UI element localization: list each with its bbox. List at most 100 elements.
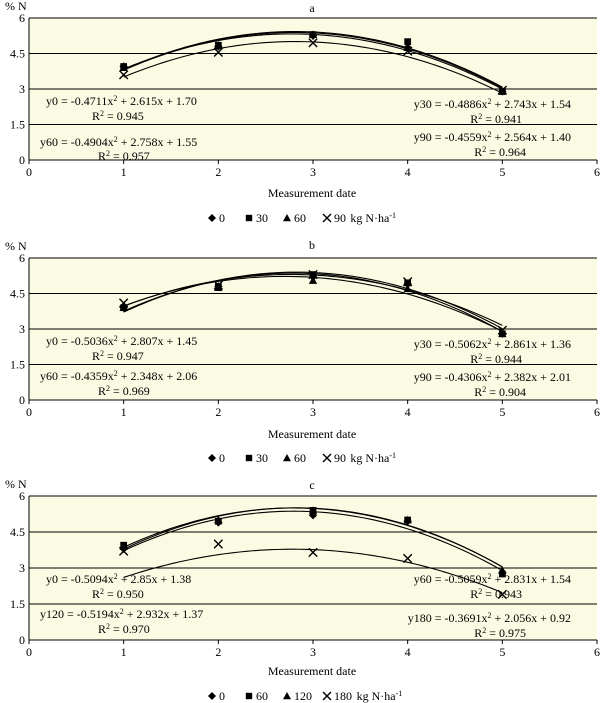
r-squared-exponent: 2 (482, 385, 486, 394)
x-tick-label: 2 (215, 405, 221, 419)
equation-label-0: y0 = -0.4711x2 + 2.615x + 1.70 (46, 94, 197, 109)
x-tick-label: 5 (499, 645, 505, 659)
x-axis-label: Measurement date (268, 664, 356, 678)
chart-title: a (309, 1, 315, 15)
data-point-30 (404, 279, 412, 287)
data-point-90-stroke-b (308, 269, 318, 280)
r-squared-exponent: 2 (106, 622, 110, 631)
equation-tail: + 2.758x + 1.55 (118, 135, 198, 149)
y-tick-label: 6 (19, 489, 25, 503)
equation-label-90: y90 = -0.4306x2 + 2.382x + 2.01 (414, 370, 571, 385)
equation-label-30: y30 = -0.4886x2 + 2.743x + 1.54 (414, 97, 571, 112)
legend-marker-60 (283, 214, 291, 222)
y-axis-label: % N (5, 0, 27, 13)
y-tick-label: 3 (19, 561, 25, 575)
legend-marker-60 (245, 692, 253, 700)
data-point-120 (119, 542, 128, 550)
data-point-60 (498, 570, 506, 578)
data-point-0 (308, 511, 318, 520)
legend-label-0: 0 (219, 451, 225, 465)
r-squared-exponent: 2 (106, 149, 110, 158)
y-axis-label: % N (5, 477, 27, 491)
legend-unit-exponent: -1 (389, 211, 396, 220)
r-squared-exponent: 2 (106, 384, 110, 393)
y-tick-label: 4.5 (10, 525, 25, 539)
x-tick-label: 4 (405, 645, 411, 659)
r-squared-label-60: R2 = 0.943 (470, 587, 522, 602)
data-point-180-stroke-b (497, 589, 508, 600)
x-tick-label: 5 (499, 405, 505, 419)
r-squared-value: = 0.964 (486, 145, 526, 159)
y-axis-label: % N (5, 239, 27, 253)
x-tick-label: 0 (26, 645, 32, 659)
equation-exponent: 2 (114, 572, 118, 581)
r-squared-value: = 0.957 (110, 149, 150, 163)
data-point-90-stroke-b (308, 38, 318, 48)
data-point-60 (214, 283, 223, 291)
x-tick-label: 3 (310, 165, 316, 179)
r-squared-label-90: R2 = 0.964 (474, 145, 526, 160)
equation-label-30: y30 = -0.5062x2 + 2.861x + 1.36 (414, 337, 571, 352)
r-squared-value: = 0.943 (482, 587, 522, 601)
data-point-120 (308, 506, 318, 514)
x-tick-label: 3 (310, 405, 316, 419)
equation-label-60: y60 = -0.4359x2 + 2.348x + 2.06 (40, 369, 197, 384)
equation-lead: y0 = -0.4711x (46, 94, 113, 108)
legend-label-120: 120 (294, 689, 312, 703)
equation-tail: + 2.861x + 1.36 (491, 337, 571, 351)
data-point-180 (308, 547, 318, 558)
equation-exponent: 2 (487, 337, 491, 346)
equation-lead: y120 = -0.5194x (40, 607, 120, 621)
equation-tail: + 2.564x + 1.40 (491, 130, 571, 144)
legend-label-90: 90 (334, 451, 346, 465)
data-point-180 (497, 589, 508, 600)
equation-lead: y0 = -0.5036x (46, 334, 114, 348)
legend-label-60: 60 (294, 211, 306, 225)
equation-tail: + 2.831x + 1.54 (491, 572, 571, 586)
equation-tail: + 2.056x + 0.92 (491, 611, 571, 625)
x-tick-label: 3 (310, 645, 316, 659)
x-tick-label: 0 (26, 165, 32, 179)
equation-label-60: y60 = -0.5059x2 + 2.831x + 1.54 (414, 572, 571, 587)
r-squared-exponent: 2 (478, 352, 482, 361)
legend-label-60: 60 (256, 689, 268, 703)
legend-marker-90-stroke-b (322, 453, 332, 463)
legend-label-0: 0 (219, 689, 225, 703)
data-point-60 (308, 30, 318, 38)
equation-lead: y0 = -0.5094x (46, 572, 114, 586)
equation-tail: + 2.932x + 1.37 (124, 607, 204, 621)
equation-label-120: y120 = -0.5194x2 + 2.932x + 1.37 (40, 607, 203, 622)
r-squared-label-180: R2 = 0.975 (474, 626, 526, 641)
legend-unit: kg N·ha-1 (350, 211, 396, 226)
r-squared-prefix: R (474, 145, 482, 159)
legend-unit-text: kg N·ha (357, 689, 397, 703)
equation-lead: y30 = -0.4886x (414, 97, 488, 111)
data-point-90-stroke-b (213, 280, 224, 290)
data-point-90 (308, 269, 318, 280)
y-tick-label: 0 (19, 633, 25, 647)
data-point-60 (119, 303, 128, 312)
x-tick-label: 0 (26, 405, 32, 419)
data-point-180-stroke-b (213, 539, 224, 549)
r-squared-exponent: 2 (100, 349, 104, 358)
x-tick-label: 1 (121, 645, 127, 659)
r-squared-label-30: R2 = 0.944 (470, 352, 522, 367)
x-tick-label: 1 (121, 405, 127, 419)
r-squared-prefix: R (474, 626, 482, 640)
equation-lead: y30 = -0.5062x (414, 337, 488, 351)
legend-unit-text: kg N·ha (350, 451, 390, 465)
r-squared-exponent: 2 (478, 587, 482, 596)
r-squared-prefix: R (470, 352, 478, 366)
equation-exponent: 2 (487, 370, 491, 379)
y-tick-label: 0 (19, 153, 25, 167)
data-point-180 (213, 539, 224, 549)
legend-marker-90-stroke-b (322, 213, 332, 223)
legend-marker-90 (322, 213, 332, 223)
equation-tail: + 2.382x + 2.01 (491, 370, 571, 384)
y-tick-label: 1.5 (10, 597, 25, 611)
legend-marker-0 (208, 214, 216, 222)
equation-exponent: 2 (113, 94, 117, 103)
legend-marker-60 (283, 454, 291, 462)
